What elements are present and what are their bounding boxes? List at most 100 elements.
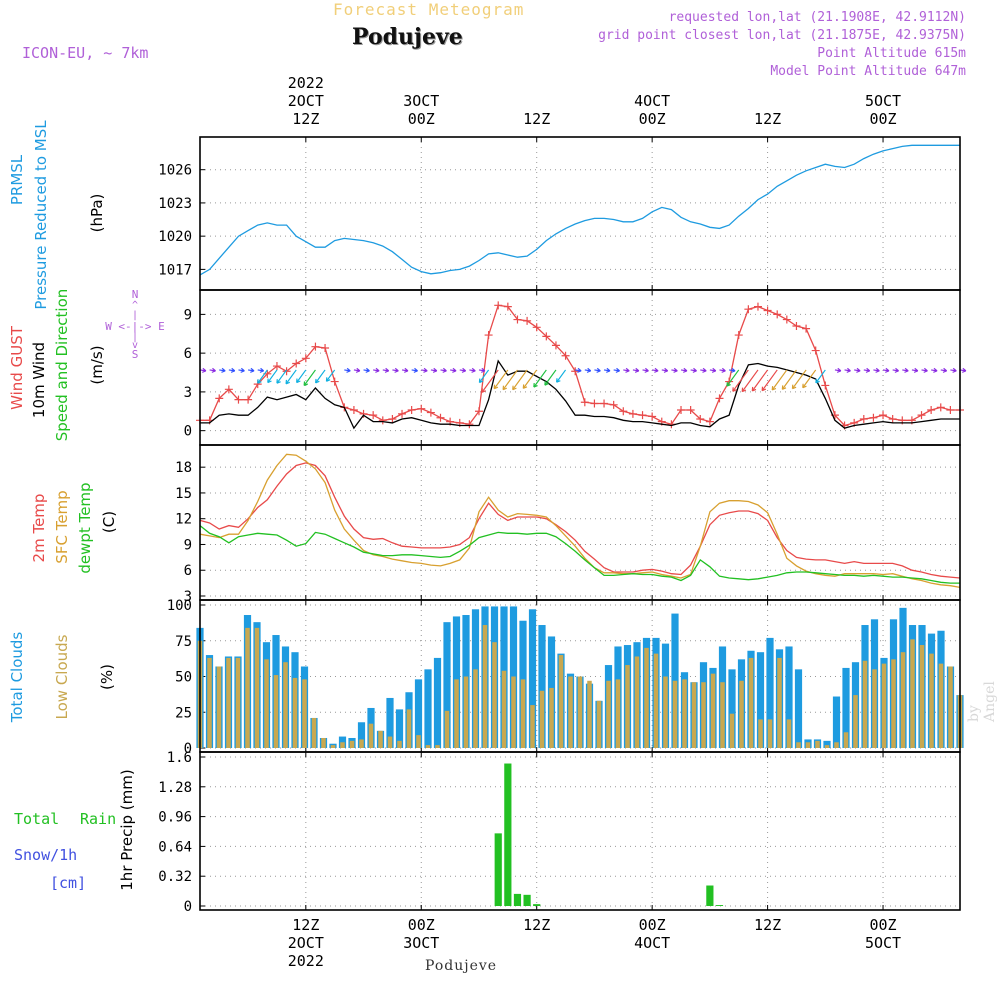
- wind-arrow-head: [692, 367, 697, 373]
- total-rain-label-a: Total: [14, 810, 59, 828]
- wind-arrow-head: [894, 367, 899, 373]
- low-clouds-label: Low Clouds: [53, 634, 71, 719]
- wind-arrow: [512, 369, 528, 391]
- gust-marker: [725, 377, 734, 386]
- dewpt-temp-label: dewpt Temp: [76, 482, 94, 573]
- rain-bar: [523, 894, 531, 906]
- wind-arrow-head: [404, 367, 409, 373]
- low-cloud-bar: [359, 739, 364, 748]
- gust-marker: [532, 323, 541, 332]
- prmsl-label: PRMSL: [8, 154, 26, 205]
- gust-marker: [715, 394, 724, 403]
- low-cloud-bar: [283, 662, 288, 748]
- panel-temperature: 3 6 9 12 15 18: [175, 444, 961, 605]
- low-cloud-bar: [416, 735, 421, 748]
- wind-arrow: [257, 369, 268, 384]
- wind-arrow-head: [259, 367, 265, 373]
- gust-marker: [792, 322, 801, 331]
- low-cloud-bar: [530, 705, 535, 748]
- low-cloud-bar: [321, 737, 326, 748]
- wind-arrow-head: [732, 387, 737, 392]
- wind-arrow-head: [493, 384, 499, 390]
- wind-arrow-head: [625, 367, 630, 373]
- gust-marker: [369, 411, 378, 420]
- total-cloud-bar: [443, 622, 451, 748]
- wind-arrow-head: [365, 367, 370, 373]
- gust-marker: [753, 302, 762, 311]
- low-cloud-bar: [815, 740, 820, 748]
- gust-marker: [503, 302, 512, 311]
- wind-arrow-head: [384, 367, 390, 373]
- wind-arrow-head: [634, 367, 640, 373]
- wind-gust-label: Wind GUST: [8, 325, 26, 410]
- wind-unit-label: (m/s): [88, 345, 106, 384]
- time-label-top: 2022: [288, 74, 324, 92]
- wind-arrow-head: [731, 367, 736, 373]
- wind-arrow-head: [683, 367, 688, 373]
- panel-frame: [199, 136, 961, 291]
- speed-direction-label: Speed and Direction: [53, 289, 71, 442]
- wind-arrow-head: [452, 367, 457, 373]
- y-tick-label: 9: [184, 537, 192, 553]
- low-cloud-bar: [311, 717, 317, 748]
- wind-arrow-head: [478, 378, 484, 384]
- gust-marker: [292, 359, 301, 368]
- gust-marker: [388, 415, 397, 424]
- total-cloud-bar: [395, 709, 404, 748]
- wind-arrow: [781, 369, 797, 390]
- y-tick-label: 3: [184, 385, 192, 401]
- point-altitude: Point Altitude 615m: [817, 46, 966, 61]
- total-cloud-bar: [424, 669, 432, 748]
- wind-arrow-head: [303, 381, 309, 387]
- y-tick-label: 1.28: [158, 780, 192, 796]
- total-cloud-bar: [832, 696, 841, 748]
- panel-frame: [199, 751, 961, 911]
- low-cloud-bar: [701, 682, 706, 748]
- low-cloud-bar: [264, 659, 269, 748]
- y-tick-label: 6: [184, 346, 192, 362]
- gust-marker: [773, 310, 782, 319]
- wind-arrow-head: [250, 367, 255, 373]
- gust-marker: [571, 367, 580, 376]
- gust-marker: [821, 381, 830, 390]
- pressure-msl-label: Pressure Reduced to MSL: [32, 120, 50, 310]
- gust-marker: [378, 416, 387, 425]
- wind-arrow-head: [923, 367, 928, 373]
- wind-arrow: [771, 369, 788, 391]
- gust-marker: [398, 409, 407, 418]
- wind-arrow-head: [355, 367, 361, 373]
- wind-arrow-head: [512, 385, 517, 391]
- gust-marker: [542, 332, 551, 341]
- wind-arrow-head: [544, 381, 549, 386]
- wind-arrow-head: [596, 367, 601, 373]
- gust-marker: [648, 412, 657, 421]
- total-cloud-bar: [756, 652, 765, 748]
- low-cloud-bar: [872, 669, 877, 748]
- gust-marker: [879, 411, 888, 420]
- wind-arrow-head: [885, 367, 890, 373]
- wind-arrow-head: [240, 367, 245, 373]
- snow-label: Snow/1h: [14, 846, 77, 864]
- rain-bar: [706, 885, 714, 906]
- rain-bar: [494, 833, 502, 906]
- wind-arrow-head: [325, 377, 331, 382]
- low-cloud-bar: [473, 669, 478, 748]
- wind-arrow-head: [751, 386, 757, 392]
- y-tick-label: 1020: [158, 229, 192, 245]
- low-cloud-bar: [235, 657, 241, 748]
- gust-marker: [301, 354, 310, 363]
- compass-down: v: [132, 340, 138, 351]
- low-cloud-bar: [881, 663, 887, 748]
- wind-gust-line: [200, 304, 960, 427]
- gust-marker: [282, 367, 291, 376]
- wind-arrow-head: [502, 385, 508, 391]
- low-cloud-bar: [368, 723, 374, 748]
- wind-arrow-head: [663, 367, 669, 373]
- wind-arrow-head: [394, 367, 399, 373]
- time-label-bottom: 12Z: [292, 916, 319, 934]
- gust-marker: [638, 411, 647, 420]
- wind-arrow: [325, 369, 336, 382]
- wind-arrow: [296, 369, 307, 383]
- low-cloud-bar: [891, 659, 896, 748]
- low-cloud-bar: [796, 742, 801, 748]
